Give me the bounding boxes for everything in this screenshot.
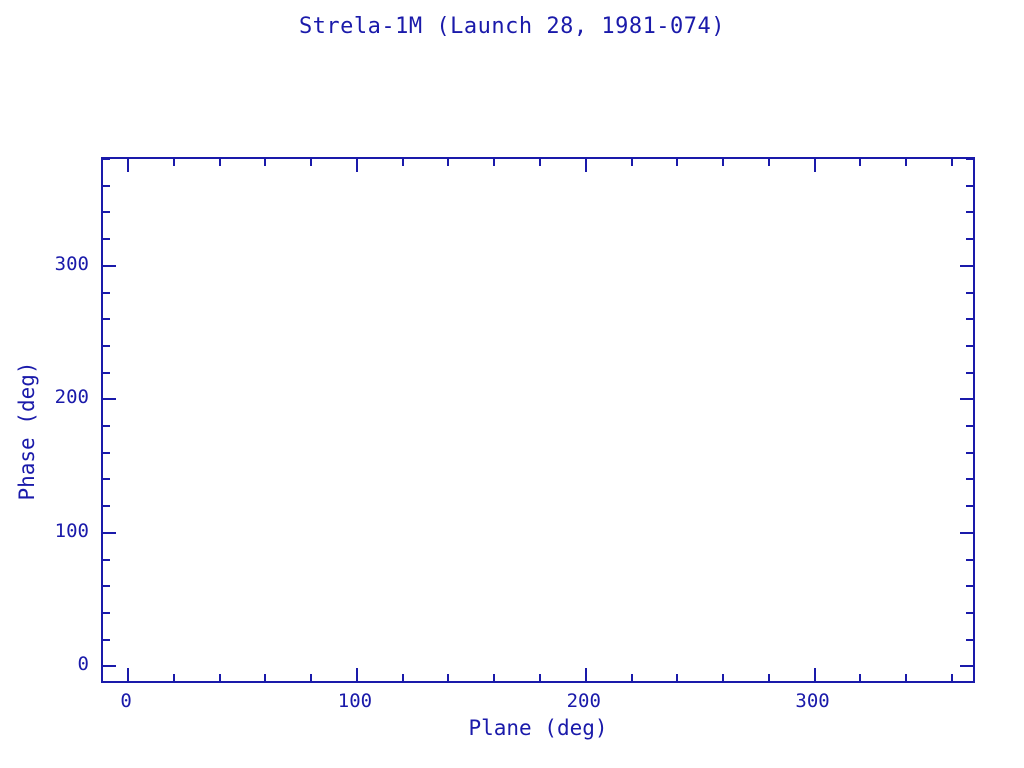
y-tick-minor	[966, 371, 973, 374]
x-tick-minor	[676, 674, 679, 681]
x-tick-major	[584, 159, 587, 172]
y-tick-minor	[103, 318, 110, 321]
y-tick-major	[960, 264, 973, 267]
x-tick-minor	[905, 674, 908, 681]
y-tick-minor	[966, 638, 973, 641]
x-tick-major	[813, 159, 816, 172]
x-tick-minor	[859, 159, 862, 166]
y-tick-minor	[966, 291, 973, 294]
x-tick-minor	[767, 674, 770, 681]
x-tick-minor	[218, 674, 221, 681]
y-tick-major	[103, 398, 116, 401]
x-axis-title: Plane (deg)	[468, 716, 608, 740]
x-tick-minor	[493, 674, 496, 681]
y-tick-minor	[966, 344, 973, 347]
x-tick-minor	[905, 159, 908, 166]
x-tick-minor	[264, 159, 267, 166]
x-tick-minor	[767, 159, 770, 166]
y-tick-major	[103, 531, 116, 534]
x-tick-major	[127, 159, 130, 172]
x-tick-minor	[859, 674, 862, 681]
y-tick-minor	[103, 344, 110, 347]
y-tick-major	[103, 264, 116, 267]
x-tick-minor	[539, 159, 541, 166]
y-tick-minor	[966, 184, 973, 187]
y-tick-minor	[103, 184, 110, 187]
y-tick-major	[960, 531, 973, 534]
y-tick-minor	[103, 478, 110, 481]
y-tick-minor	[103, 611, 110, 614]
x-tick-minor	[950, 674, 953, 681]
y-tick-minor	[103, 211, 110, 214]
y-tick-minor	[966, 425, 973, 427]
y-tick-minor	[966, 158, 973, 160]
x-tick-minor	[676, 159, 679, 166]
y-tick-minor	[103, 158, 110, 160]
y-tick-minor	[966, 611, 973, 614]
y-tick-minor	[103, 425, 110, 427]
x-tick-minor	[630, 674, 633, 681]
x-tick-minor	[401, 674, 404, 681]
x-tick-minor	[447, 674, 450, 681]
x-tick-minor	[493, 159, 496, 166]
x-tick-major	[127, 668, 130, 681]
y-tick-minor	[966, 585, 973, 588]
y-tick-minor	[103, 585, 110, 588]
y-tick-major	[103, 665, 116, 668]
y-tick-label: 300	[54, 252, 89, 275]
y-tick-label: 200	[54, 386, 89, 409]
y-axis-title: Phase (deg)	[15, 361, 39, 501]
plot-frame	[101, 157, 975, 683]
y-tick-minor	[103, 371, 110, 374]
x-tick-major	[813, 668, 816, 681]
y-tick-minor	[966, 238, 973, 241]
y-tick-major	[960, 665, 973, 668]
x-tick-minor	[539, 674, 541, 681]
x-tick-label: 100	[337, 690, 373, 712]
x-tick-minor	[172, 674, 175, 681]
plot-area	[103, 159, 973, 681]
y-tick-minor	[966, 211, 973, 214]
x-tick-label: 200	[566, 690, 601, 712]
y-tick-minor	[103, 238, 110, 241]
y-tick-label: 0	[77, 653, 89, 676]
x-tick-minor	[310, 674, 313, 681]
y-tick-minor	[103, 291, 110, 294]
y-tick-minor	[966, 478, 973, 481]
x-tick-minor	[218, 159, 221, 166]
x-tick-minor	[264, 674, 267, 681]
y-tick-minor	[103, 505, 110, 508]
x-tick-major	[355, 668, 358, 681]
y-tick-minor	[966, 505, 973, 508]
x-tick-minor	[950, 159, 953, 166]
y-tick-minor	[103, 451, 110, 454]
chart-title: Strela-1M (Launch 28, 1981-074)	[298, 14, 726, 39]
y-tick-label: 100	[54, 519, 89, 542]
x-tick-minor	[310, 159, 313, 166]
x-tick-minor	[447, 159, 450, 166]
y-tick-minor	[966, 318, 973, 321]
y-tick-major	[960, 398, 973, 401]
y-tick-minor	[103, 638, 110, 641]
x-tick-major	[584, 668, 587, 681]
x-tick-major	[355, 159, 358, 172]
x-tick-minor	[722, 159, 725, 166]
y-tick-minor	[966, 558, 973, 561]
x-tick-minor	[630, 159, 633, 166]
x-tick-minor	[401, 159, 404, 166]
y-tick-minor	[966, 451, 973, 454]
x-tick-minor	[722, 674, 725, 681]
y-tick-minor	[103, 558, 110, 561]
x-tick-label: 0	[120, 690, 132, 712]
x-tick-label: 300	[795, 690, 830, 712]
x-tick-minor	[172, 159, 175, 166]
